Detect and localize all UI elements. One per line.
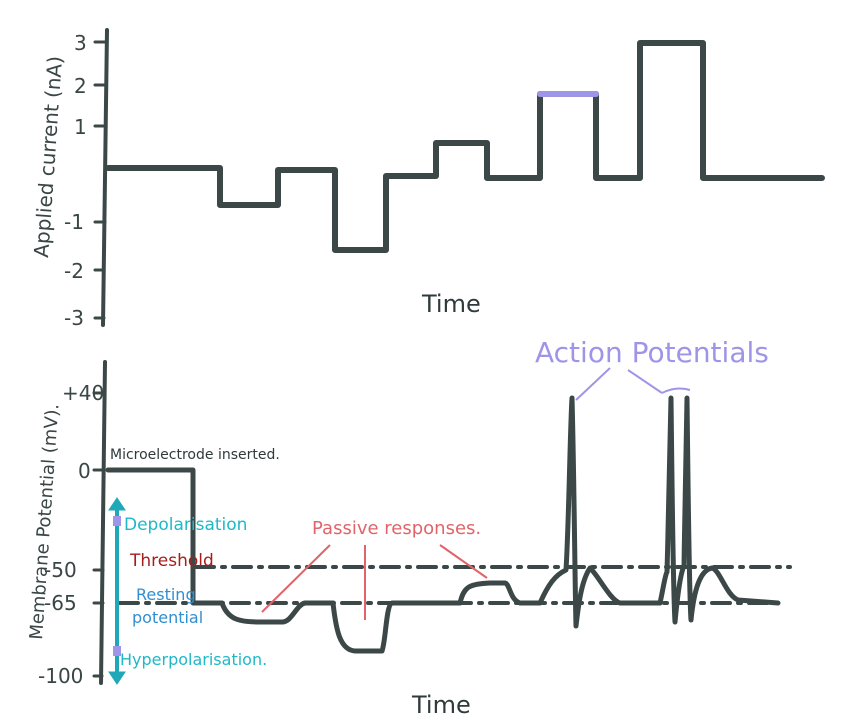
top-tick-minus-2: -2 — [64, 259, 84, 283]
membrane-potential-chart: +40 0 -50 -65 -100 Membrane Potential (m… — [26, 336, 792, 719]
annotation-passive-responses: Passive responses. — [312, 518, 481, 539]
top-tick-minus-1: -1 — [64, 210, 84, 234]
top-tick-2: 2 — [74, 74, 87, 98]
annotation-depolarisation: Depolarisation — [124, 515, 247, 535]
annotation-hyperpolarisation: Hyperpolarisation. — [120, 650, 267, 669]
bottom-y-axis — [99, 360, 107, 685]
bottom-tick-minus-65: -65 — [44, 591, 77, 615]
top-x-label: Time — [421, 290, 481, 318]
annotation-microelectrode: Microelectrode inserted. — [110, 447, 280, 463]
top-tick-3: 3 — [74, 31, 87, 55]
top-y-axis — [101, 28, 109, 327]
action-pointer-lines — [575, 367, 691, 401]
top-y-label: Applied current (nA) — [29, 55, 67, 258]
annotation-threshold: Threshold — [129, 551, 214, 571]
annotation-potential: potential — [132, 608, 203, 627]
range-double-arrow — [108, 497, 126, 685]
bottom-tick-0: 0 — [78, 459, 91, 483]
annotation-resting: Resting — [136, 585, 196, 604]
top-tick-1: 1 — [74, 115, 87, 139]
bottom-x-label: Time — [411, 691, 471, 719]
applied-current-chart: 3 2 1 -1 -2 -3 Applied current (nA) Time — [29, 28, 825, 330]
top-tick-minus-3: -3 — [64, 306, 84, 330]
membrane-trace — [105, 395, 781, 654]
applied-current-trace — [105, 40, 825, 253]
passive-pointer-lines — [261, 544, 488, 620]
annotation-action-potentials: Action Potentials — [535, 336, 769, 369]
bottom-tick-minus-50: -50 — [44, 558, 77, 582]
bottom-tick-minus-100: -100 — [38, 664, 83, 688]
